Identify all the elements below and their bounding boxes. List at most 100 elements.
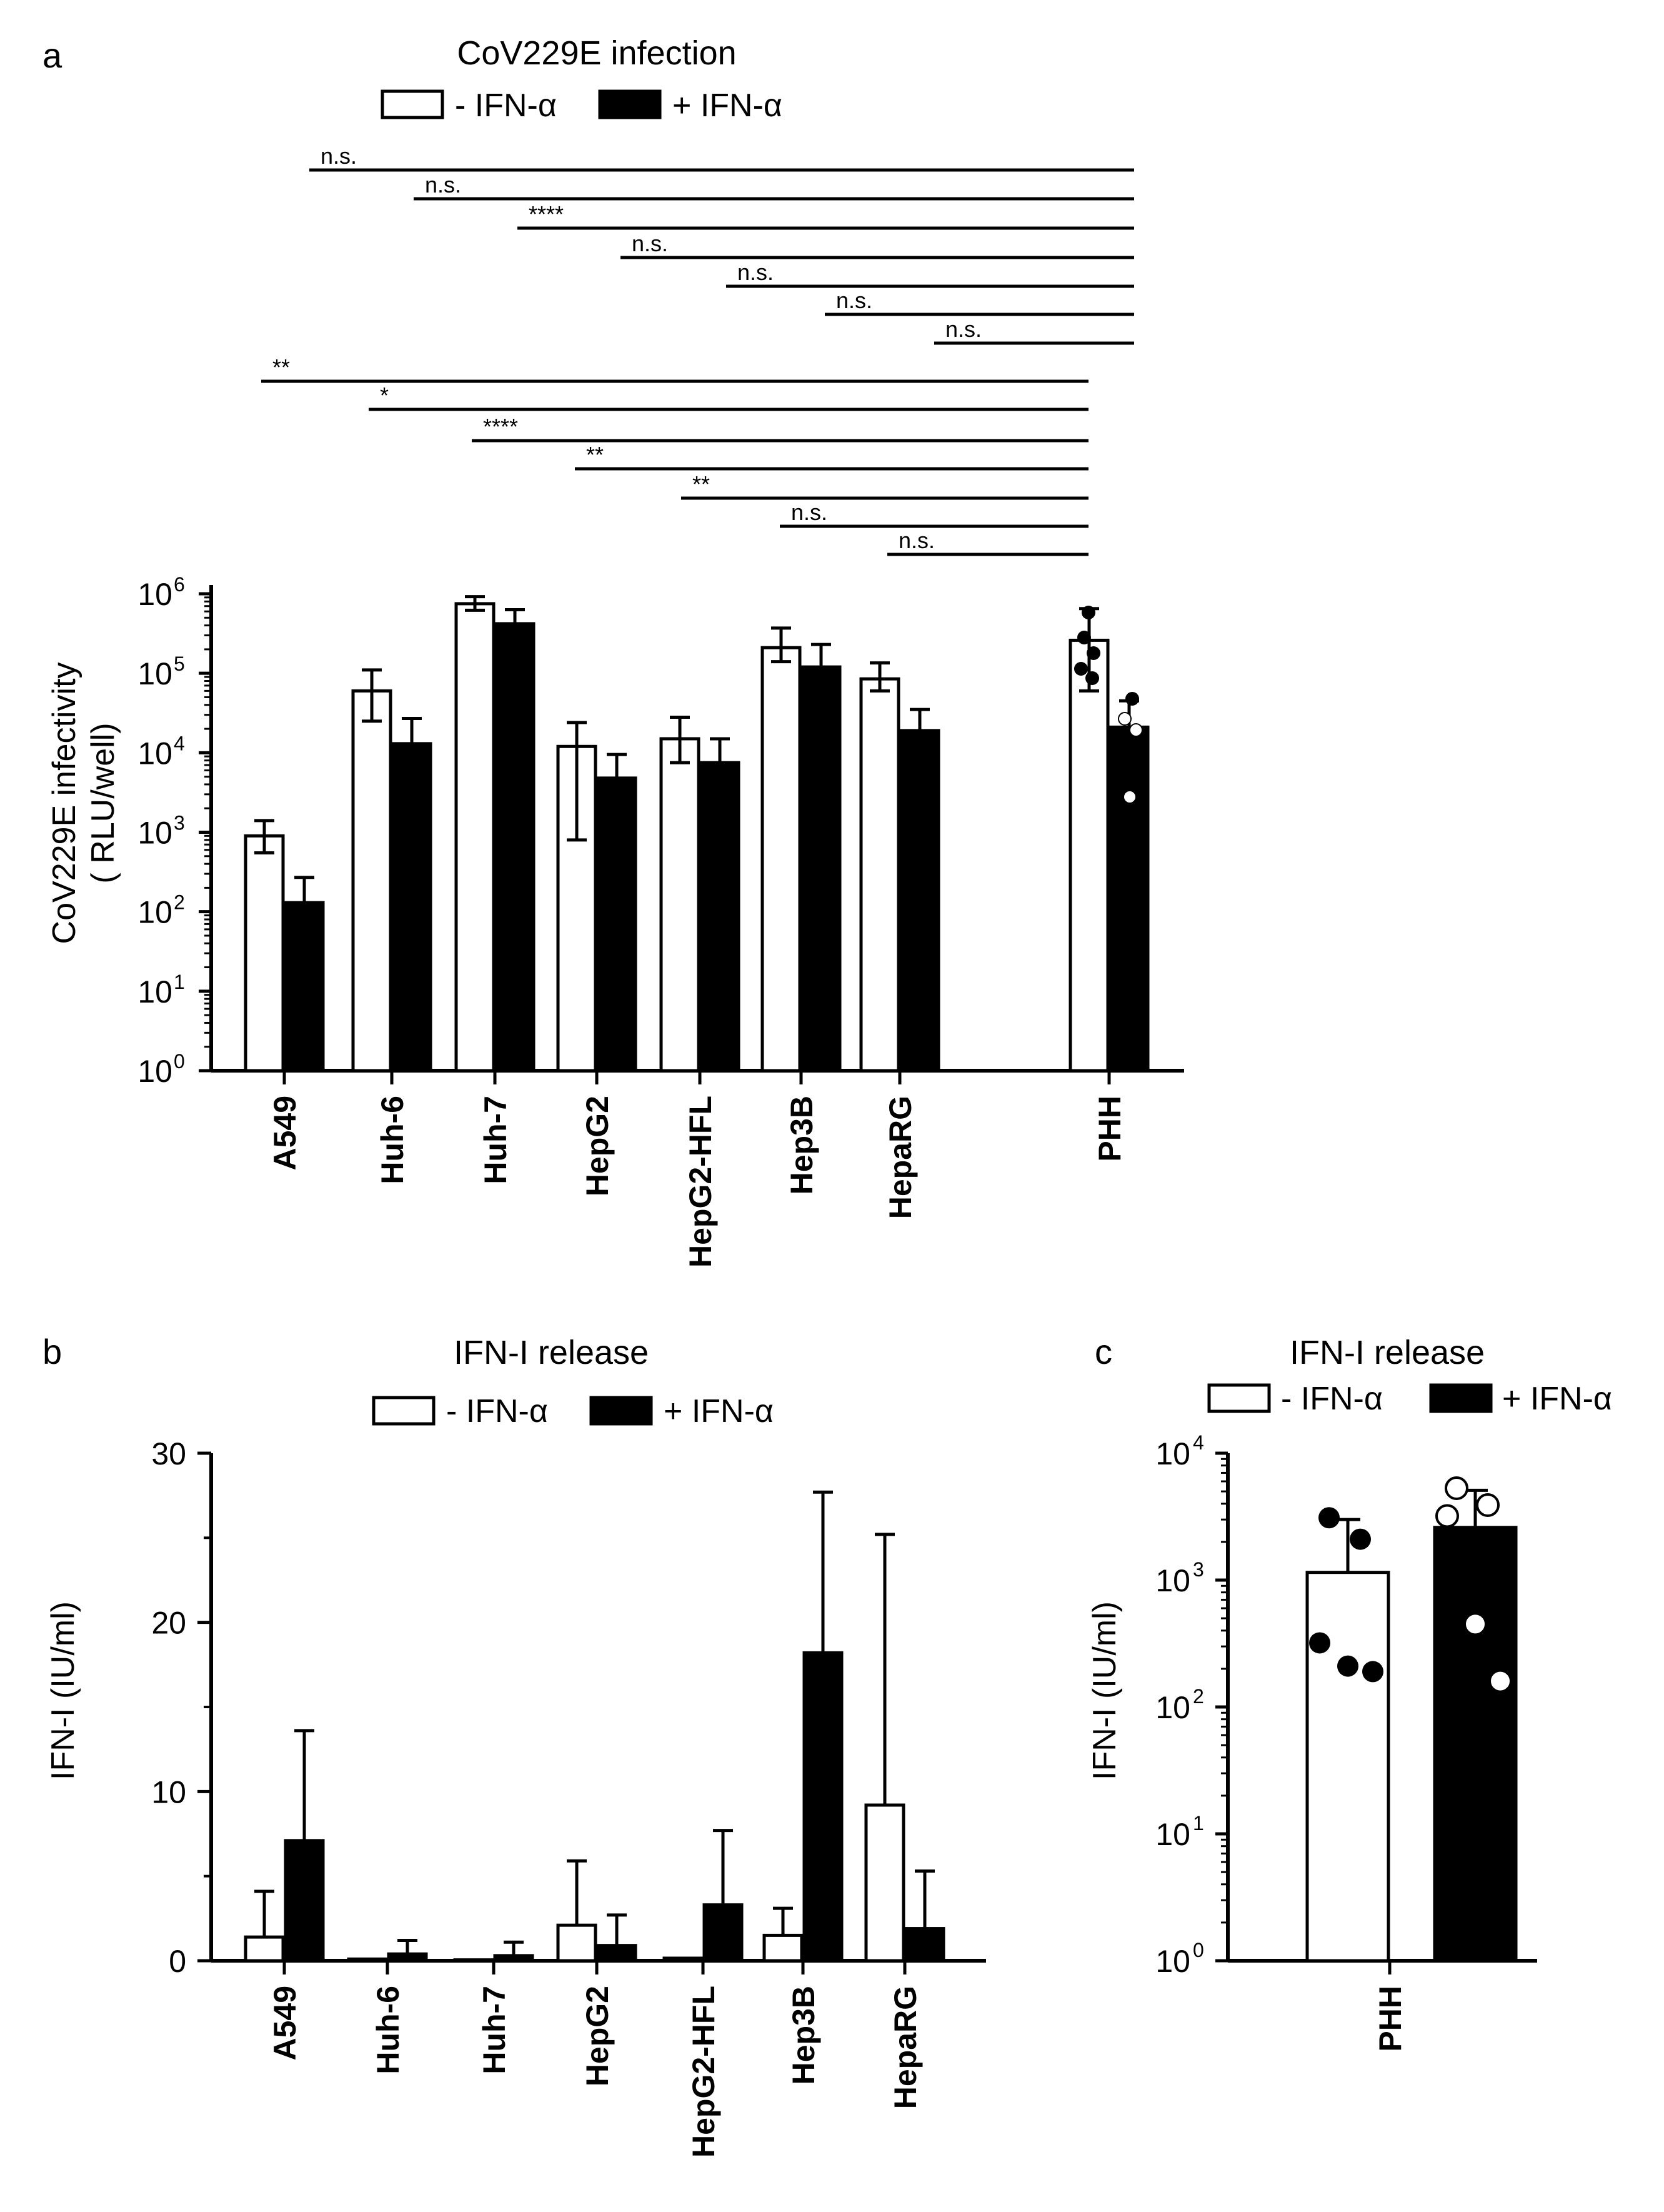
panel-c-letter: c bbox=[1095, 1332, 1112, 1371]
panel-a-bar-huh-7-plus bbox=[494, 622, 536, 1073]
panel-a-y-tick-exponent: 1 bbox=[174, 971, 185, 993]
panel-b-bar-heparg-plus bbox=[904, 1927, 945, 1963]
panel-c-category-labels: PHH bbox=[1373, 1961, 1408, 2052]
panel-a-y-tick-label: 10 bbox=[137, 736, 172, 771]
panel-b-category-labels: A549 Huh-6 Huh-7 HepG2 HepG2-HFL Hep3B HepaRG bbox=[267, 1961, 923, 2158]
panel-a-y-tick-label: 10 bbox=[137, 656, 172, 691]
panel-c-category-phh: PHH bbox=[1373, 1986, 1408, 2052]
panel-b-bar-huh-7-minus bbox=[453, 1958, 494, 1963]
panel-a-sig-label-minus: **** bbox=[483, 414, 518, 439]
panel-c-y-tick-exponent: 3 bbox=[1193, 1558, 1204, 1581]
panel-a-sig-label-minus: * bbox=[380, 383, 389, 408]
panel-a-category-heparg: HepaRG bbox=[883, 1096, 918, 1219]
panel-b-bar-huh-6-minus bbox=[347, 1957, 388, 1963]
panel-a-y-tick-exponent: 4 bbox=[174, 732, 185, 754]
panel-a-title: CoV229E infection bbox=[457, 34, 736, 72]
panel-a-bar-heparg-plus bbox=[899, 729, 940, 1073]
panel-a-category-huh-6: Huh-6 bbox=[375, 1096, 410, 1184]
panel-a-phh-donor-point bbox=[1129, 723, 1143, 737]
panel-c-donor-point bbox=[1435, 1504, 1459, 1528]
panel-a-phh-donor-point bbox=[1082, 606, 1095, 619]
panel-b-bar-a549-minus bbox=[244, 1935, 285, 1963]
panel-a-bar-hepg2-hfl-plus bbox=[699, 761, 740, 1073]
panel-b-y-tick-label: 10 bbox=[151, 1774, 186, 1809]
panel-b-bar-hepg2-plus bbox=[596, 1944, 637, 1963]
panel-b-bar-heparg-minus bbox=[864, 1803, 905, 1963]
panel-a-sig-label-minus: ** bbox=[586, 442, 604, 468]
panel-b-bar-hepg2-hfl-plus bbox=[702, 1903, 744, 1963]
panel-a-bar-a549-plus bbox=[284, 901, 325, 1073]
panel-a-category-hepg2: HepG2 bbox=[580, 1096, 615, 1196]
panel-a-y-tick-label: 10 bbox=[137, 895, 172, 930]
panel-a-y-tick-exponent: 0 bbox=[174, 1050, 185, 1073]
panel-a-legend-plus-label: + IFN-α bbox=[672, 88, 782, 124]
panel-a-category-a549: A549 bbox=[267, 1096, 302, 1171]
panel-b-legend-plus-swatch bbox=[589, 1396, 653, 1426]
panel-a-sig-label-minus: n.s. bbox=[899, 528, 935, 553]
panel-a-y-tick-exponent: 3 bbox=[174, 812, 185, 834]
panel-b-bar-a549-plus bbox=[284, 1839, 325, 1963]
panel-c-y-tick-exponent: 4 bbox=[1193, 1431, 1204, 1454]
panel-a-bar-hep3b-plus bbox=[800, 665, 842, 1073]
panel-c-ylabel: IFN-I (IU/ml) bbox=[1087, 1601, 1123, 1780]
panel-a-y-tick-label: 10 bbox=[137, 816, 172, 851]
panel-c-y-tick-label: 10 bbox=[1155, 1944, 1190, 1979]
panel-c-bar-phh-plus bbox=[1433, 1526, 1518, 1963]
panel-c-donor-point bbox=[1337, 1655, 1358, 1677]
panel-a-phh-donor-point bbox=[1125, 692, 1139, 706]
panel-a-category-labels: A549 Huh-6 Huh-7 HepG2 HepG2-HFL Hep3B HepaRG P… bbox=[267, 1071, 1127, 1268]
panel-a-sig-label-plus: n.s. bbox=[737, 259, 774, 285]
panel-a-sig-label-minus: ** bbox=[272, 354, 290, 380]
panel-a-y-tick-exponent: 5 bbox=[174, 653, 185, 675]
panel-a-bar-a549-minus bbox=[244, 834, 285, 1073]
panel-a-significance-brackets: n.s.n.s.****n.s.n.s.n.s.n.s.***********n… bbox=[261, 143, 1134, 556]
panel-c-legend-minus-label: - IFN-α bbox=[1281, 1381, 1383, 1417]
panel-a-legend-minus-label: - IFN-α bbox=[455, 88, 557, 124]
panel-a-sig-label-plus: n.s. bbox=[425, 172, 461, 198]
panel-c-legend-plus-swatch bbox=[1429, 1383, 1493, 1413]
panel-c-title: IFN-I release bbox=[1290, 1334, 1485, 1371]
panel-a-category-huh-7: Huh-7 bbox=[478, 1096, 513, 1184]
panel-a-letter: a bbox=[42, 36, 62, 75]
panel-a-bar-huh-7-minus bbox=[454, 602, 496, 1073]
panel-b-y-tick-label: 0 bbox=[169, 1944, 186, 1979]
panel-a-bar-huh-6-plus bbox=[391, 742, 432, 1073]
panel-a-sig-label-plus: n.s. bbox=[321, 143, 357, 169]
panel-a-bar-heparg-minus bbox=[859, 677, 900, 1073]
panel-a-sig-label-minus: ** bbox=[692, 471, 710, 497]
panel-c-donor-point bbox=[1309, 1632, 1330, 1654]
panel-b-category-huh-7: Huh-7 bbox=[477, 1986, 512, 2074]
panel-a-y-tick-exponent: 2 bbox=[174, 891, 185, 914]
panel-b-category-hepg2: HepG2 bbox=[580, 1986, 615, 2086]
panel-c-bar-phh-minus bbox=[1305, 1571, 1390, 1963]
panel-a-bar-phh-plus bbox=[1109, 725, 1150, 1073]
panel-a-y-tick-label: 10 bbox=[137, 577, 172, 612]
panel-b-legend-plus-label: + IFN-α bbox=[664, 1393, 774, 1429]
panel-c-legend-plus-label: + IFN-α bbox=[1502, 1381, 1612, 1417]
panel-a-phh-donor-point bbox=[1118, 712, 1132, 726]
panel-b-bar-hep3b-minus bbox=[762, 1933, 804, 1963]
panel-a-ylabel-line1: CoV229E infectivity bbox=[46, 663, 82, 944]
panel-a-sig-label-plus: **** bbox=[529, 201, 564, 227]
panel-b-letter: b bbox=[42, 1332, 62, 1371]
panel-a-bar-phh-minus bbox=[1069, 638, 1110, 1073]
panel-c-bars bbox=[1305, 1476, 1518, 1963]
panel-b-y-tick-label: 20 bbox=[151, 1606, 186, 1641]
panel-a-sig-label-plus: n.s. bbox=[836, 288, 872, 313]
panel-c-y-tick-label: 10 bbox=[1155, 1563, 1190, 1598]
panel-b-bar-hepg2-hfl-minus bbox=[662, 1956, 704, 1963]
panel-a-ylabel-line2: ( RLU/well) bbox=[85, 723, 121, 883]
panel-c-donor-point bbox=[1362, 1661, 1383, 1683]
panel-b-bars bbox=[244, 1490, 945, 1963]
panel-b-category-heparg: HepaRG bbox=[888, 1986, 923, 2109]
panel-a-phh-donor-point bbox=[1123, 790, 1137, 804]
panel-b-category-hepg2-hfl: HepG2-HFL bbox=[686, 1986, 721, 2158]
panel-c-y-tick-exponent: 0 bbox=[1193, 1939, 1204, 1961]
panel-b-category-huh-6: Huh-6 bbox=[371, 1986, 406, 2074]
panel-a-phh-donor-point bbox=[1087, 646, 1100, 660]
panel-c-donor-point bbox=[1463, 1612, 1487, 1636]
panel-b-legend-minus-swatch bbox=[372, 1396, 436, 1426]
panel-a-bars bbox=[244, 595, 1150, 1073]
